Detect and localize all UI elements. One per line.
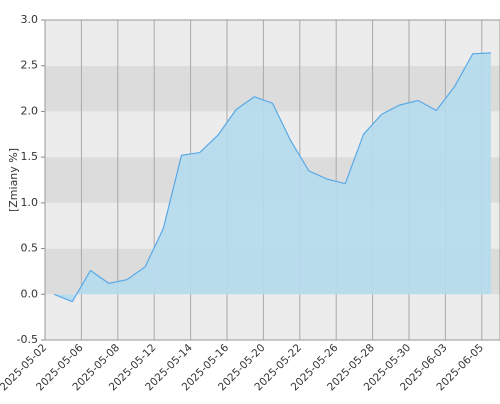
y-tick-label: 0.5 [21, 242, 39, 255]
y-tick-label: 2.0 [21, 104, 39, 117]
line [53, 52, 491, 303]
y-tick-label: 1.5 [21, 150, 39, 163]
y-tick-label: 2.5 [21, 59, 39, 72]
y-tick-label: 0.0 [21, 287, 39, 300]
y-axis-label: [Zmiany %] [7, 148, 20, 212]
y-tick-label: -0.5 [17, 333, 38, 346]
plot-frame [44, 19, 500, 341]
y-tick-label: 1.0 [21, 196, 39, 209]
plot-band [45, 20, 500, 66]
y-tick-label: 3.0 [21, 13, 39, 26]
plot-band [45, 294, 500, 340]
